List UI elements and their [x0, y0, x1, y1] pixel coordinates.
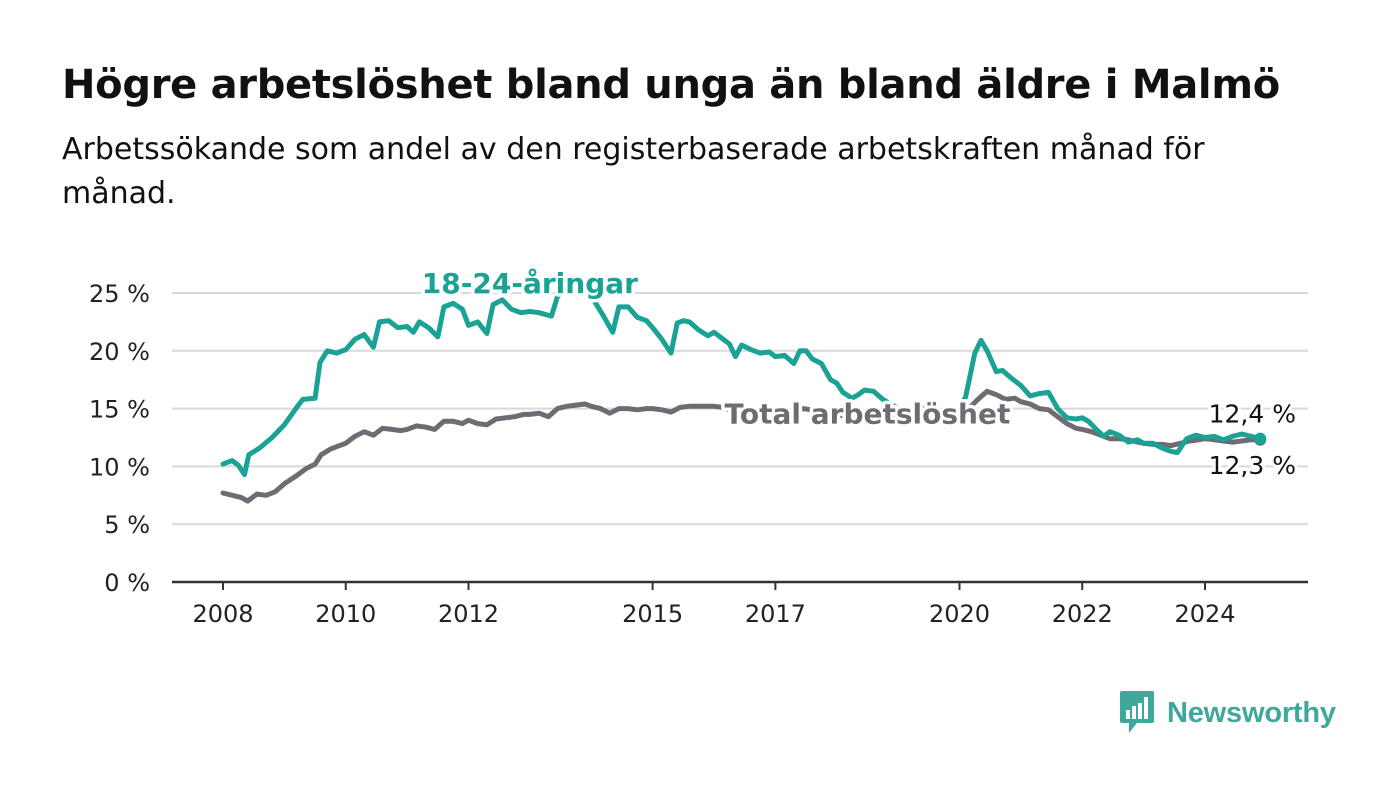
series-end-dot-0	[1254, 432, 1267, 445]
series-end-value-label-0: 12,4 %	[1209, 400, 1296, 429]
y-tick-label: 25 %	[89, 280, 150, 308]
newsworthy-logo: Newsworthy	[1119, 690, 1336, 736]
x-tick-label: 2012	[438, 600, 499, 628]
series-end-value-label-1: 12,3 %	[1209, 451, 1296, 480]
x-tick-label: 2022	[1052, 600, 1113, 628]
y-tick-label: 10 %	[89, 453, 150, 481]
series-name-label-1: Total arbetslöshet	[725, 398, 1011, 431]
x-tick-label: 2020	[929, 600, 990, 628]
brand-name: Newsworthy	[1167, 696, 1336, 729]
y-tick-label: 15 %	[89, 396, 150, 424]
y-tick-label: 5 %	[104, 511, 150, 539]
newsworthy-chart-bubble-icon	[1120, 691, 1154, 733]
y-axis-labels: 0 % 5 % 10 % 15 % 20 % 25 %	[89, 280, 150, 597]
x-tick-label: 2024	[1174, 600, 1235, 628]
x-axis-labels: 2008 2010 2012 2015 2017 2020 2022 2024	[192, 582, 1236, 628]
x-tick-label: 2017	[745, 600, 806, 628]
series-labels: 18-24-åringar Total arbetslöshet 12,4 % 12,…	[418, 264, 1299, 483]
series-name-label-0: 18-24-åringar	[422, 267, 638, 300]
chart-title: Högre arbetslöshet bland unga än bland ä…	[62, 62, 1280, 108]
series-lines	[220, 284, 1267, 504]
y-tick-label: 20 %	[89, 338, 150, 366]
x-tick-label: 2015	[622, 600, 683, 628]
series-line-1	[220, 388, 1263, 504]
x-tick-label: 2008	[192, 600, 253, 628]
chart-subtitle: Arbetssökande som andel av den registerb…	[62, 132, 1205, 211]
y-tick-label: 0 %	[104, 569, 150, 597]
x-tick-label: 2010	[315, 600, 376, 628]
series-line-0	[220, 284, 1263, 477]
